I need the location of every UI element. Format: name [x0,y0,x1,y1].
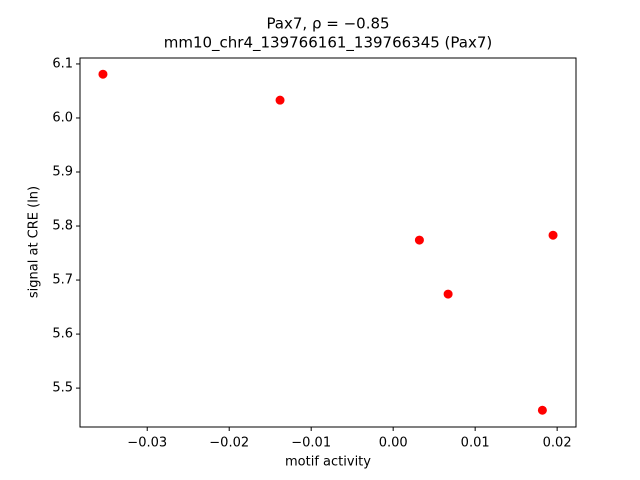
point [548,230,558,240]
x-tick-label: −0.01 [291,436,331,451]
point [537,405,547,415]
x-tick-label: 0.02 [543,436,572,451]
y-tick-label: 5.6 [52,327,73,342]
chart-subtitle: mm10_chr4_139766161_139766345 (Pax7) [164,34,493,53]
y-tick-label: 6.0 [52,110,73,125]
point [414,235,424,245]
y-tick-label: 5.7 [52,273,73,288]
x-tick-label: 0.01 [461,436,490,451]
x-tick-label: −0.02 [209,436,249,451]
y-tick-label: 5.8 [52,219,73,234]
x-axis-label: motif activity [285,455,371,470]
point [98,69,108,79]
y-tick-label: 5.9 [52,164,73,179]
x-tick-label: −0.03 [127,436,167,451]
y-tick-label: 6.1 [52,56,73,71]
plot-frame [79,57,577,428]
point [275,95,285,105]
y-axis-label: signal at CRE (ln) [27,186,42,298]
chart-title: Pax7, ρ = −0.85 [266,15,389,33]
x-tick-label: 0.00 [379,436,408,451]
y-tick-label: 5.5 [52,381,73,396]
point [443,289,453,299]
